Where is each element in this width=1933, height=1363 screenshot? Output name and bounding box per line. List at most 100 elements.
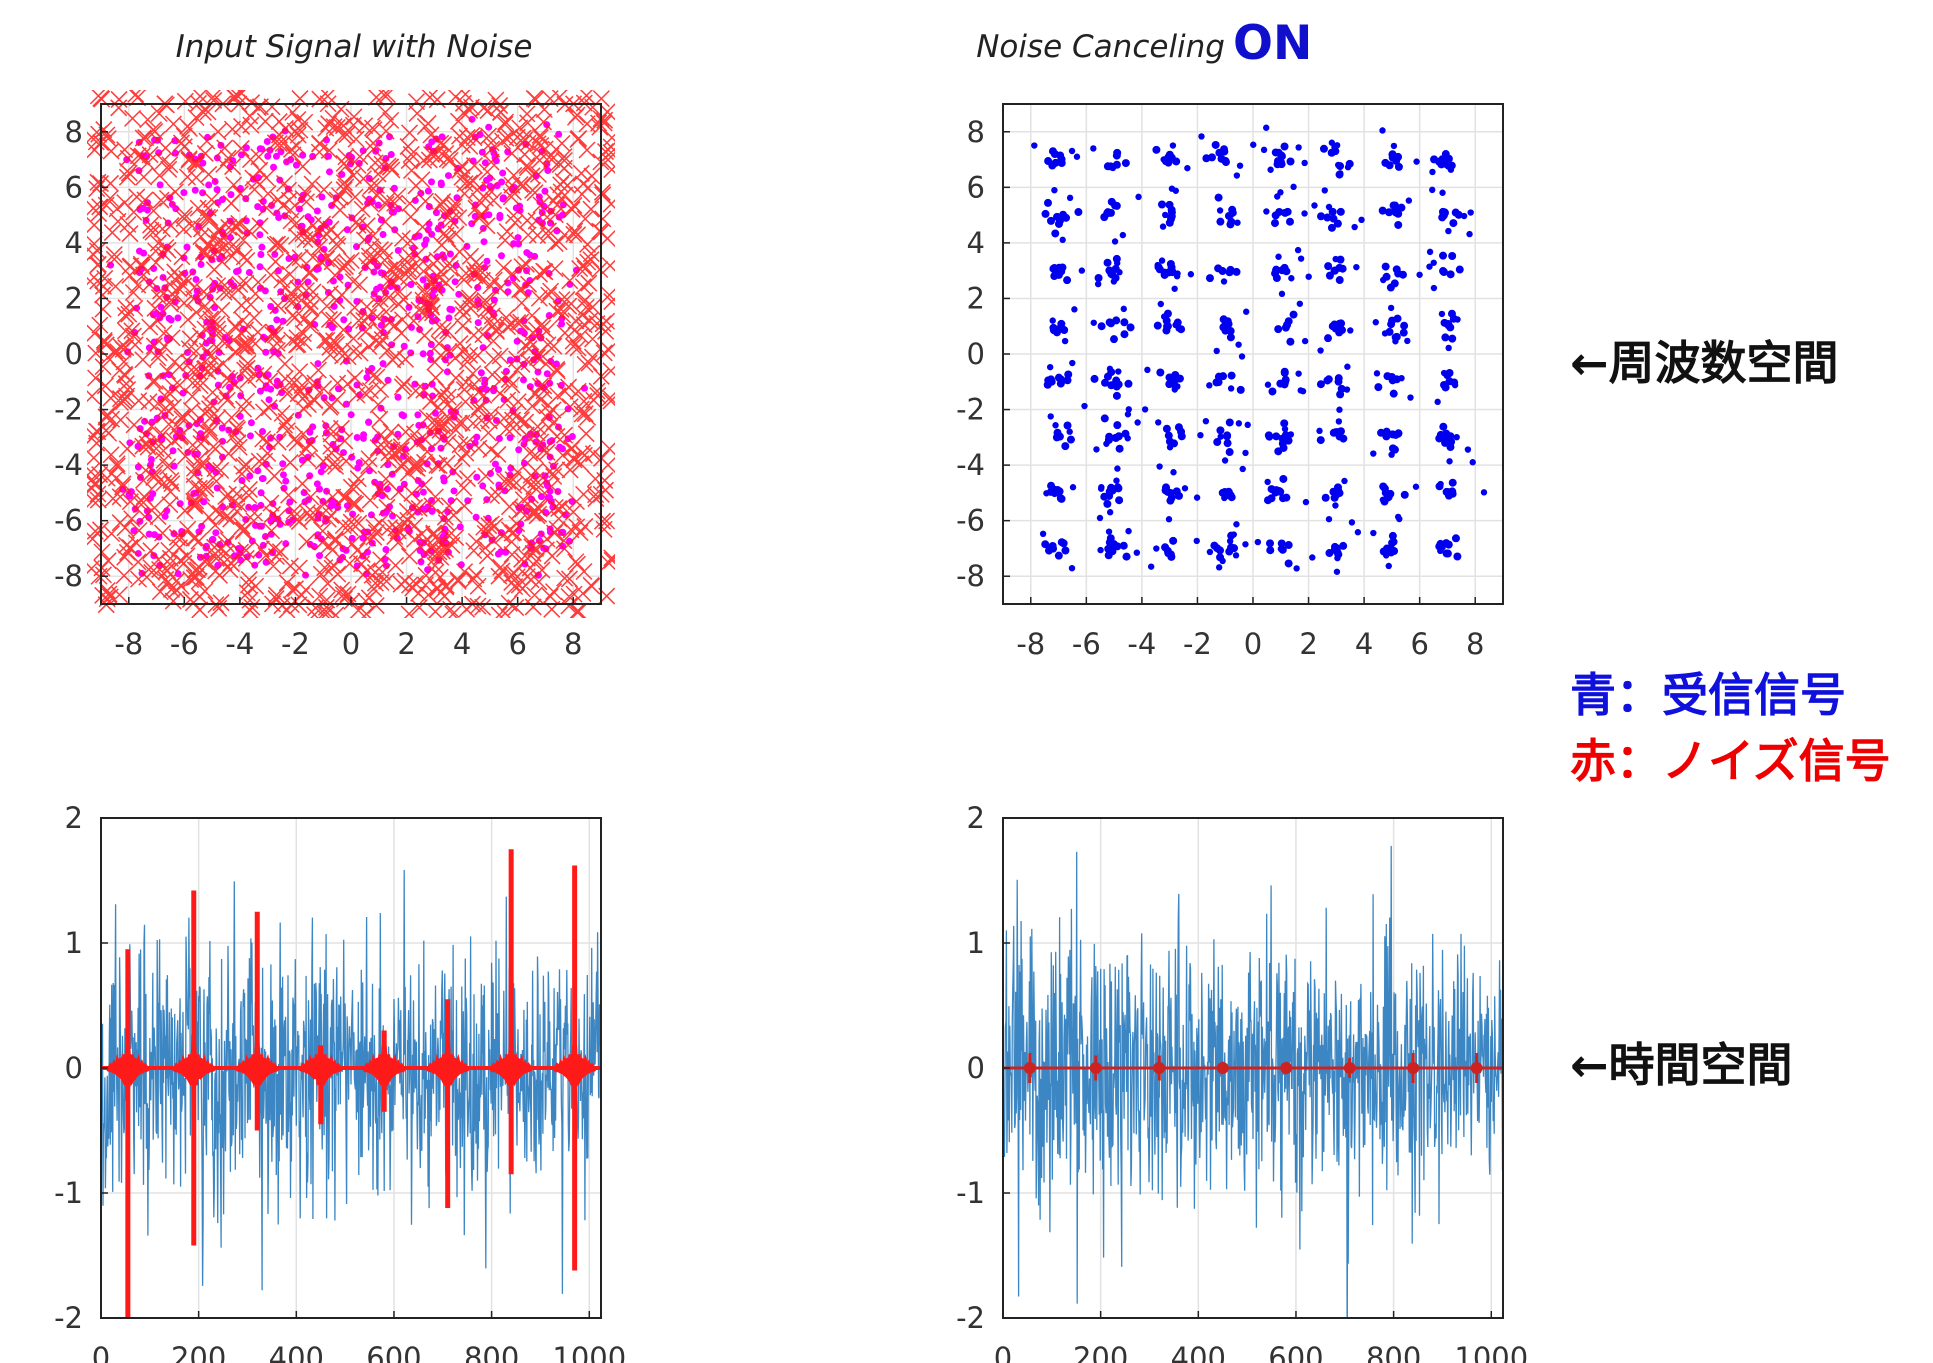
signal-dot: [438, 133, 446, 141]
signal-dot: [1234, 219, 1241, 226]
signal-dot: [1160, 156, 1167, 163]
noise-blob: [497, 1056, 526, 1080]
signal-dot: [1100, 414, 1109, 423]
signal-dot: [156, 181, 164, 189]
signal-dot: [1280, 142, 1289, 151]
signal-dot: [1216, 217, 1225, 226]
signal-dot: [313, 480, 321, 488]
signal-dot: [1440, 369, 1448, 377]
signal-dot: [1153, 321, 1162, 330]
y-tick-label: 0: [967, 337, 985, 371]
signal-dot: [1437, 547, 1444, 555]
signal-dot: [422, 236, 430, 244]
signal-dot: [131, 505, 139, 513]
signal-dot: [1108, 543, 1117, 552]
signal-dot: [1448, 478, 1457, 487]
signal-dot: [1267, 485, 1276, 494]
noise-blob: [370, 1056, 399, 1080]
signal-dot: [499, 169, 507, 177]
signal-dot: [1235, 420, 1243, 427]
y-tick-label: -4: [54, 448, 83, 482]
signal-dot: [202, 542, 210, 550]
signal-dot: [1242, 449, 1249, 457]
signal-dot: [340, 316, 348, 324]
signal-dot: [1271, 269, 1280, 278]
signal-dot: [180, 189, 188, 197]
signal-dot: [1174, 423, 1183, 432]
y-tick-label: 6: [967, 170, 985, 204]
signal-dot: [1106, 365, 1114, 373]
signal-dot: [496, 211, 504, 219]
signal-dot: [1319, 144, 1328, 153]
signal-dot: [1370, 450, 1377, 457]
noise-blob: [1089, 1062, 1102, 1074]
signal-dot: [1385, 562, 1392, 570]
signal-dot: [1321, 493, 1330, 502]
signal-dot: [1404, 337, 1411, 345]
signal-dot: [317, 468, 325, 476]
signal-dot: [1238, 353, 1246, 360]
signal-dot: [347, 411, 355, 419]
signal-dot: [306, 428, 314, 436]
signal-dot: [537, 493, 545, 501]
signal-dot: [1394, 269, 1403, 278]
signal-dot: [1388, 151, 1395, 159]
signal-dot: [1159, 223, 1167, 230]
signal-dot: [1061, 337, 1069, 345]
signal-dot: [1446, 443, 1455, 452]
signal-dot: [1379, 127, 1386, 134]
signal-dot: [1268, 387, 1277, 396]
signal-dot: [1046, 216, 1055, 225]
signal-dot: [324, 152, 332, 160]
signal-dot: [192, 275, 200, 283]
signal-dot: [1316, 436, 1325, 445]
signal-dot: [1133, 549, 1141, 556]
signal-dot: [474, 319, 482, 327]
signal-dot: [258, 243, 266, 251]
signal-dot: [1055, 432, 1064, 441]
signal-dot: [1152, 145, 1161, 154]
signal-dot: [284, 185, 292, 193]
signal-dot: [427, 355, 435, 363]
x-tick-label: -6: [170, 627, 199, 661]
signal-dot: [1438, 213, 1447, 222]
signal-dot: [131, 329, 139, 337]
signal-dot: [1227, 385, 1235, 392]
signal-dot: [1063, 276, 1072, 285]
signal-dot: [200, 498, 208, 506]
noise-blob: [113, 1056, 142, 1080]
x-tick-label: 600: [366, 1341, 421, 1363]
signal-dot: [1066, 428, 1073, 435]
signal-dot: [1225, 448, 1234, 457]
signal-dot: [457, 561, 465, 569]
signal-dot: [479, 482, 487, 490]
noise-blob: [179, 1056, 208, 1080]
signal-dot: [257, 250, 265, 258]
signal-dot: [1103, 499, 1112, 508]
signal-dot: [1351, 223, 1358, 231]
signal-dot: [1061, 546, 1070, 555]
signal-dot: [1169, 142, 1177, 149]
signal-dot: [1119, 541, 1128, 550]
x-tick-label: 600: [1268, 1341, 1323, 1363]
signal-dot: [1374, 383, 1383, 392]
signal-dot: [1385, 161, 1394, 170]
signal-dot: [440, 477, 448, 485]
signal-dot: [1115, 444, 1124, 453]
signal-dot: [365, 418, 373, 426]
signal-dot: [1358, 216, 1365, 224]
signal-dot: [1097, 322, 1106, 331]
signal-dot: [1442, 539, 1451, 548]
signal-dot: [1163, 326, 1170, 333]
signal-dot: [1165, 516, 1173, 523]
signal-dot: [107, 261, 115, 269]
y-tick-label: 0: [65, 337, 83, 371]
signal-dot: [1460, 212, 1468, 220]
signal-dot: [1328, 139, 1336, 146]
signal-dot: [1288, 275, 1295, 282]
signal-dot: [1216, 426, 1225, 435]
signal-dot: [558, 445, 566, 453]
signal-dot: [1301, 159, 1308, 167]
signal-dot: [1160, 313, 1168, 320]
